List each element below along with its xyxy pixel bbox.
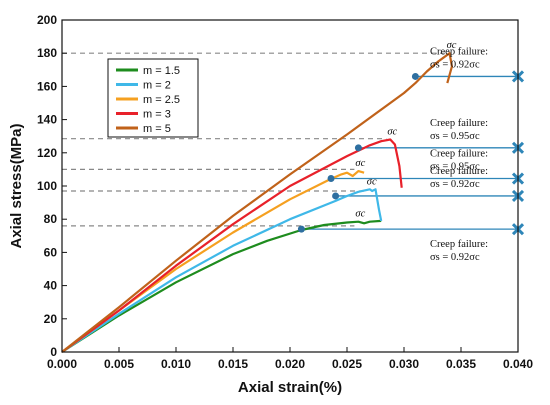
y-tick-label: 80 [44,212,58,226]
sigma-c-label: σc [355,158,365,169]
series-line [61,219,382,353]
y-axis: 0 20 40 60 80 100 120 140 160 180 200 [37,13,67,359]
cycle-point-marker [354,144,362,152]
series-line [61,52,453,353]
x-tick-label: 0.025 [332,357,362,371]
x-tick-label: 0.040 [503,357,533,371]
sigma-c-label: σc [355,209,365,220]
x-tick-label: 0.010 [161,357,191,371]
legend: m = 1.5 m = 2 m = 2.5 m = 3 m = 5 [107,58,199,138]
series-line [61,188,383,353]
sigma-c-label: σc [447,40,457,51]
creep-failure-ratio: σs = 0.92σc [430,59,480,70]
creep-failure-ratio: σs = 0.92σc [430,252,480,263]
legend-label: m = 5 [143,123,171,135]
failure-lines [301,75,518,230]
cycle-point-marker [297,225,305,233]
sigma-c-label: σc [367,176,377,187]
reference-lines [62,52,446,227]
creep-failure-annotation: Creep failure: [430,166,488,177]
creep-failure-ratio: σs = 0.95σc [430,162,480,173]
y-tick-label: 20 [44,312,58,326]
legend-label: m = 1.5 [143,65,180,77]
cycle-point-marker [332,192,340,200]
creep-failure-ratio: σs = 0.92σc [430,179,480,190]
y-tick-label: 120 [37,146,57,160]
sigma-c-label: σc [387,127,397,138]
creep-failure-annotation: Creep failure: [430,239,488,250]
x-tick-label: 0.030 [389,357,419,371]
y-tick-label: 0 [50,345,57,359]
y-tick-label: 40 [44,279,58,293]
cycle-point-marker [411,72,419,80]
legend-label: m = 3 [143,109,171,121]
x-axis-title: Axial strain(%) [238,379,342,396]
x-tick-label: 0.000 [47,357,77,371]
y-tick-label: 160 [37,79,57,93]
y-tick-label: 140 [37,113,57,127]
cycle-point-marker [327,175,335,183]
legend-label: m = 2 [143,80,171,92]
y-tick-label: 200 [37,13,57,27]
creep-failure-annotation: Creep failure: [430,46,488,57]
x-tick-label: 0.020 [275,357,305,371]
series-line [61,170,365,353]
x-tick-label: 0.015 [218,357,248,371]
y-tick-label: 180 [37,46,57,60]
x-tick-label: 0.005 [104,357,134,371]
y-tick-label: 60 [44,245,58,259]
x-tick-label: 0.035 [446,357,476,371]
y-axis-title: Axial stress(MPa) [8,123,25,248]
creep-failure-annotation: Creep failure: [430,149,488,160]
legend-label: m = 2.5 [143,94,180,106]
markers-layer [297,70,525,236]
x-axis: 0.000 0.005 0.010 0.015 0.020 0.025 0.030 0.035… [47,347,533,371]
y-tick-label: 100 [37,179,57,193]
creep-failure-ratio: σs = 0.95σc [430,131,480,142]
creep-failure-annotation: Creep failure: [430,118,488,129]
